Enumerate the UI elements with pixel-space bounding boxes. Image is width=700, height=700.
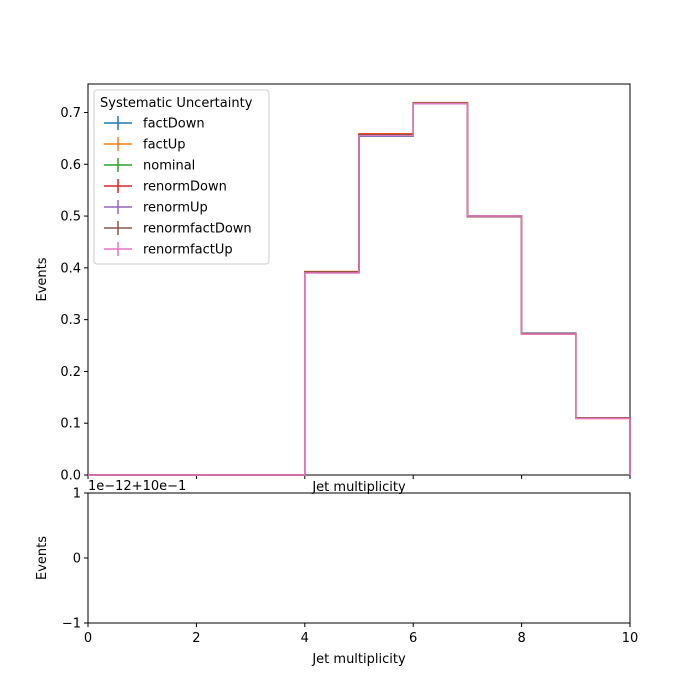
ratio-y-tick-label: 0 bbox=[73, 552, 81, 567]
legend-title: Systematic Uncertainty bbox=[100, 96, 253, 111]
legend-entry-factUp: factUp bbox=[104, 137, 186, 153]
ratio-x-axis-label: Jet multiplicity bbox=[311, 652, 406, 667]
ratio-x-tick-label: 10 bbox=[622, 631, 639, 646]
main-x-ticks bbox=[87, 475, 631, 479]
legend-entry-renormDown: renormDown bbox=[104, 179, 227, 195]
legend-label: nominal bbox=[143, 159, 195, 174]
ratio-offset-text: 1e−12+10e−1 bbox=[88, 479, 186, 494]
ratio-x-tick-label: 0 bbox=[84, 631, 92, 646]
main-y-tick-label: 0.0 bbox=[60, 469, 81, 484]
legend-entry-renormfactUp: renormfactUp bbox=[104, 242, 233, 258]
legend-entry-factDown: factDown bbox=[104, 116, 205, 132]
series-line-renormfactUp bbox=[88, 102, 631, 476]
ratio-x-tick-label: 8 bbox=[517, 631, 525, 646]
legend-label: renormUp bbox=[143, 201, 208, 216]
main-y-tick-label: 0.5 bbox=[60, 210, 81, 225]
main-y-tick-label: 0.2 bbox=[60, 365, 81, 380]
legend-entries: factDown factUp nominal renormDown renormUp r… bbox=[104, 116, 252, 258]
legend-label: renormDown bbox=[143, 180, 227, 195]
ratio-x-tick-label: 2 bbox=[192, 631, 200, 646]
ratio-y-tick-label: −1 bbox=[62, 617, 81, 632]
main-series-group bbox=[88, 101, 631, 476]
legend-label: renormfactDown bbox=[143, 222, 252, 237]
main-y-axis-label: Events bbox=[35, 257, 50, 301]
ratio-y-tick-label: 1 bbox=[73, 487, 81, 502]
ratio-x-tick-label: 6 bbox=[409, 631, 417, 646]
ratio-plot-frame bbox=[87, 492, 631, 624]
legend-entry-renormUp: renormUp bbox=[104, 200, 208, 216]
main-y-tick-label: 0.1 bbox=[60, 417, 81, 432]
legend-entry-renormfactDown: renormfactDown bbox=[104, 221, 252, 237]
main-y-tick-label: 0.4 bbox=[60, 261, 81, 276]
ratio-plot-panel: −101 0 2 4 6 8 10 1e−12+10e−1 Events Jet mult… bbox=[35, 479, 638, 667]
main-y-tick-label: 0.7 bbox=[60, 106, 81, 121]
ratio-y-ticks: −1 0 1 bbox=[62, 487, 88, 632]
ratio-y-axis-label: Events bbox=[35, 536, 50, 580]
legend-label: renormfactUp bbox=[143, 243, 233, 258]
main-x-axis-label: Jet multiplicity bbox=[311, 480, 406, 495]
legend-box bbox=[93, 89, 270, 265]
main-plot-frame bbox=[87, 83, 631, 476]
ratio-x-tick-label: 4 bbox=[301, 631, 309, 646]
main-y-tick-label: 0.6 bbox=[60, 158, 81, 173]
legend: Systematic Uncertainty factDown factUp nom… bbox=[93, 89, 270, 265]
main-y-ticks: 0.0 0.1 0.2 0.3 0.4 0.5 0.6 0.7 bbox=[60, 106, 88, 484]
legend-label: factUp bbox=[143, 138, 186, 153]
main-y-tick-label: 0.3 bbox=[60, 313, 81, 328]
legend-entry-nominal: nominal bbox=[104, 158, 195, 174]
main-plot-panel: 0.0 0.1 0.2 0.3 0.4 0.5 0.6 0.7 Events Jet mult… bbox=[35, 83, 631, 495]
legend-label: factDown bbox=[143, 117, 205, 132]
ratio-x-ticks: 0 2 4 6 8 10 bbox=[84, 623, 638, 646]
